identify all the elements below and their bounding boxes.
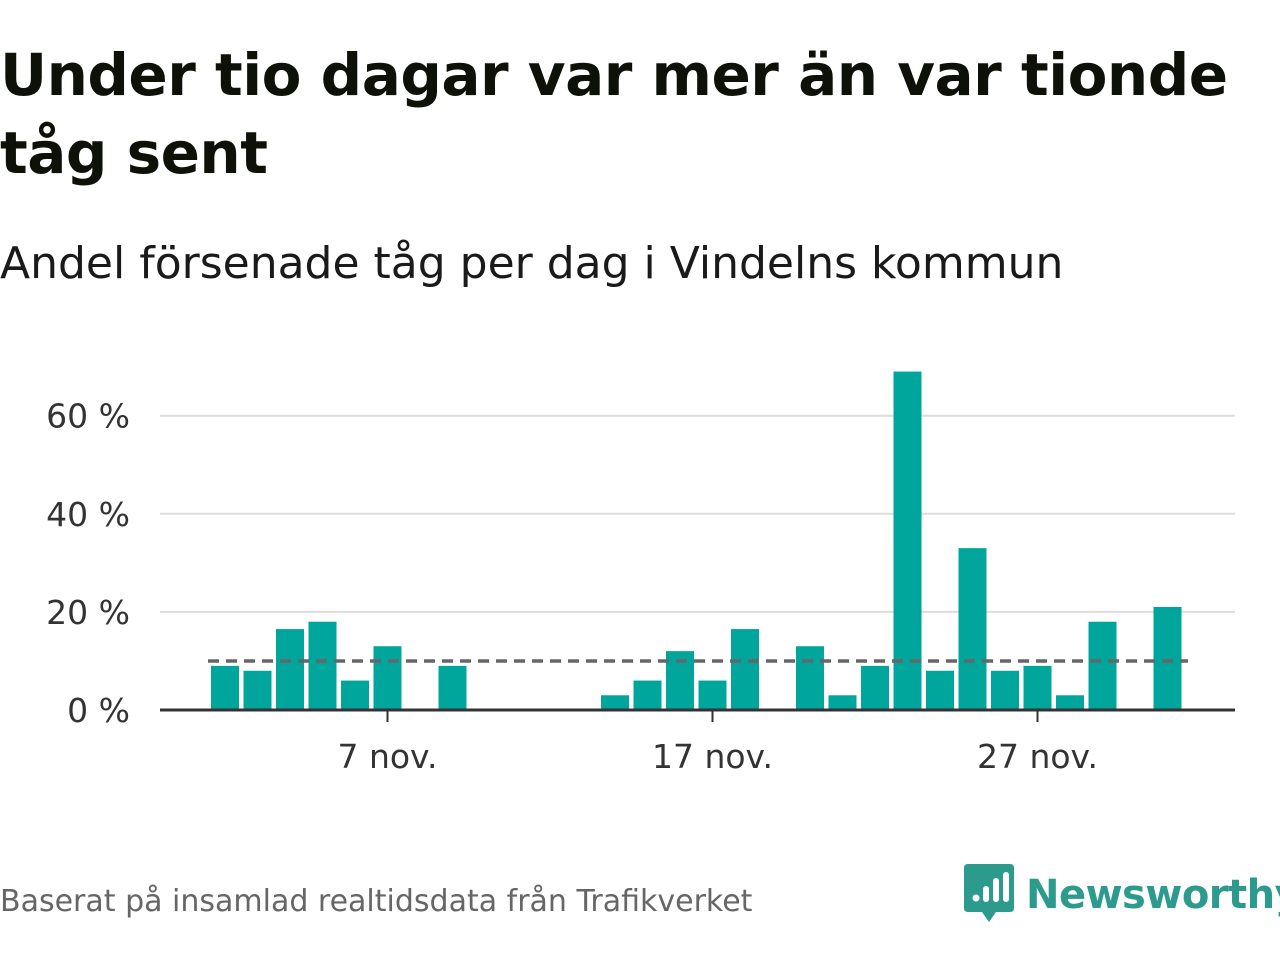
bar — [1056, 695, 1084, 710]
brand-logo[interactable]: Newsworthy — [964, 864, 1280, 926]
bar — [276, 629, 304, 710]
newsworthy-icon — [964, 864, 1014, 922]
bar — [1153, 606, 1182, 710]
y-tick-label: 0 % — [67, 691, 130, 730]
bar — [861, 665, 889, 710]
x-tick-label: 27 nov. — [977, 737, 1098, 776]
x-tick-label: 17 nov. — [652, 737, 773, 776]
bars — [211, 371, 1182, 710]
y-tick-label: 20 % — [46, 593, 130, 632]
x-axis: 7 nov. 17 nov. 27 nov. — [160, 708, 1235, 776]
chart-title: Under tio dagar var mer än var tionde tå… — [0, 41, 1228, 187]
bar — [828, 695, 857, 710]
bar — [438, 665, 467, 710]
source-note: Baserat på insamlad realtidsdata från Tr… — [0, 884, 753, 919]
chart-subtitle: Andel försenade tåg per dag i Vindelns k… — [0, 238, 1064, 289]
y-tick-label: 40 % — [46, 495, 130, 534]
brand-name: Newsworthy — [1026, 872, 1280, 918]
bar — [926, 670, 954, 710]
bar — [211, 665, 239, 710]
bar — [633, 680, 662, 710]
bar — [308, 621, 337, 710]
bar — [796, 646, 824, 710]
bar — [731, 629, 759, 710]
bar — [373, 646, 402, 710]
bar — [243, 670, 272, 710]
y-axis-labels: 0 % 20 % 40 % 60 % — [46, 397, 130, 730]
grid-lines — [160, 414, 1235, 613]
bar — [958, 548, 987, 710]
bar — [1023, 665, 1052, 710]
bar — [1088, 621, 1117, 710]
bar — [601, 695, 629, 710]
x-tick-label: 7 nov. — [337, 737, 437, 776]
bar — [698, 680, 727, 710]
bar — [341, 680, 369, 710]
bar — [991, 670, 1019, 710]
bar — [893, 371, 922, 710]
y-tick-label: 60 % — [46, 397, 130, 436]
bar-chart: 0 % 20 % 40 % 60 % 7 nov. 17 nov. 27 nov. — [46, 371, 1235, 776]
